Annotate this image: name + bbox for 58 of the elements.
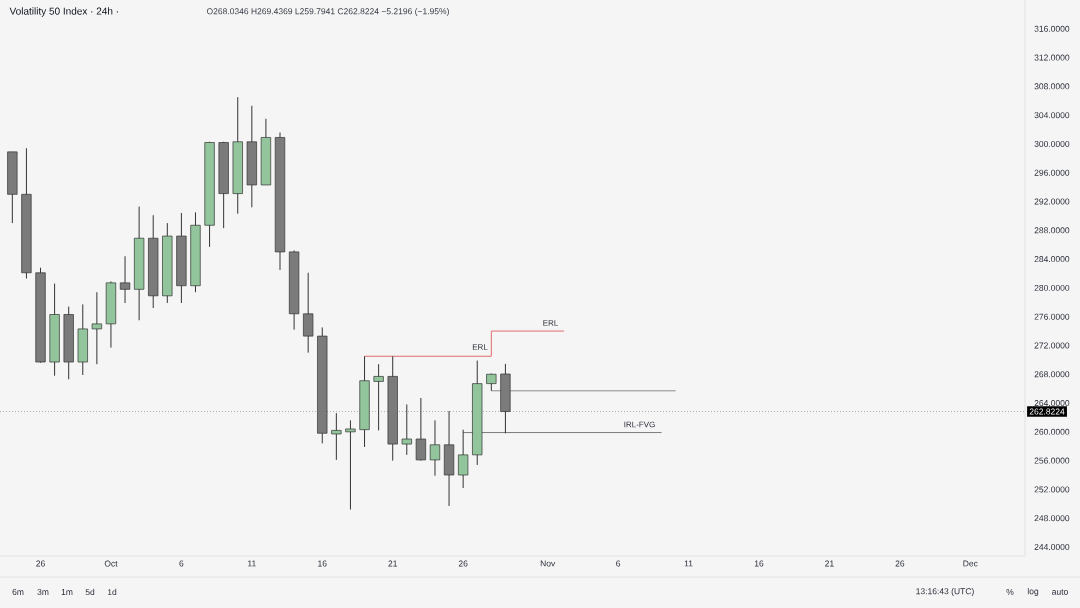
x-tick-label: 21 — [388, 560, 398, 567]
x-tick-label: 16 — [318, 560, 327, 567]
y-tick-label: 272.0000 — [1034, 342, 1070, 349]
x-tick-label: Nov — [540, 560, 556, 567]
x-tick-label: 16 — [754, 560, 764, 567]
y-tick-label: 280.0000 — [1034, 284, 1070, 291]
text: 1d — [107, 588, 117, 596]
y-tick-label: 300.0000 — [1034, 140, 1070, 147]
text: O268.0346 H269.4369 L259.7941 C262.8224 −5.2196 (−1.95%) — [206, 8, 449, 16]
y-tick-label: 252.0000 — [1034, 486, 1070, 493]
x-tick-label: 6 — [179, 560, 184, 567]
candlestick — [401, 403, 412, 456]
y-tick-label: 316.0000 — [1034, 25, 1070, 32]
annotation: ERL — [472, 344, 488, 350]
text: Volatility 50 Index · 24h · — [9, 7, 118, 17]
x-tick-label: 11 — [684, 560, 693, 567]
text: 3m — [37, 588, 49, 595]
annotation: ERL — [543, 320, 559, 326]
candlestick — [415, 397, 427, 462]
y-tick-label: 288.0000 — [1034, 227, 1070, 234]
x-tick-label: 11 — [248, 560, 256, 567]
x-tick-label: 26 — [895, 560, 905, 567]
x-tick-label: 6 — [616, 560, 621, 567]
text: 6m — [12, 588, 24, 595]
y-tick-label: 292.0000 — [1034, 198, 1070, 205]
x-tick-label: Oct — [104, 560, 118, 567]
y-tick-label: 276.0000 — [1034, 313, 1070, 320]
text: 1m — [61, 589, 73, 595]
candlestick — [345, 419, 356, 511]
text: % — [1006, 589, 1014, 595]
y-tick-label: 268.0000 — [1034, 371, 1070, 378]
y-tick-label: 264.0000 — [1034, 400, 1070, 407]
candlestick — [119, 255, 131, 304]
text: auto — [1052, 589, 1068, 595]
x-tick-label: 21 — [825, 560, 834, 567]
ref-line-label: 262.8224 — [1029, 408, 1065, 415]
y-tick-label: 304.0000 — [1034, 112, 1070, 119]
y-tick-label: 284.0000 — [1034, 256, 1070, 263]
y-tick-label: 244.0000 — [1034, 543, 1070, 550]
text: 5d — [85, 588, 95, 596]
y-tick-label: 260.0000 — [1034, 428, 1070, 435]
y-tick-label: 312.0000 — [1034, 54, 1070, 61]
candlestick — [303, 272, 314, 354]
y-tick-label: 256.0000 — [1034, 457, 1070, 464]
candlestick — [458, 429, 469, 489]
y-tick-label: 308.0000 — [1034, 83, 1070, 90]
y-tick-label: 248.0000 — [1034, 515, 1070, 522]
y-tick-label: 296.0000 — [1034, 169, 1070, 176]
candlestick — [331, 412, 342, 461]
text: 13:16:43 (UTC) — [916, 588, 974, 596]
x-tick-label: Dec — [963, 560, 978, 567]
text: log — [1027, 588, 1039, 596]
candlestick — [429, 419, 441, 477]
x-tick-label: 26 — [36, 560, 45, 567]
annotation: IRL-FVG — [624, 421, 655, 428]
x-tick-label: 26 — [458, 560, 468, 567]
candlestick — [91, 291, 103, 365]
candlestick — [373, 363, 384, 431]
